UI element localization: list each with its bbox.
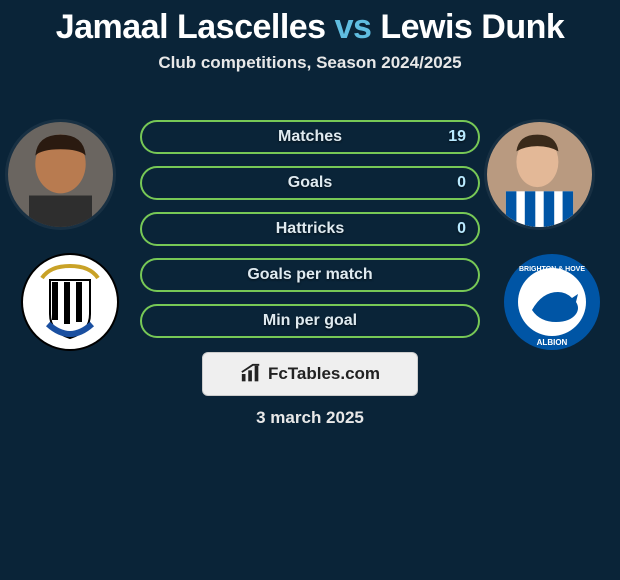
- stat-label: Goals: [142, 168, 478, 198]
- crest-right-svg: BRIGHTON & HOVE ALBION: [502, 252, 602, 352]
- player-b-name: Lewis Dunk: [380, 8, 564, 46]
- crest-left-svg: [20, 252, 120, 352]
- comparison-card: Jamaal Lascelles vs Lewis Dunk Club comp…: [0, 0, 620, 580]
- stat-label: Hattricks: [142, 214, 478, 244]
- page-title: Jamaal Lascelles vs Lewis Dunk: [0, 0, 620, 47]
- stat-right-value: 0: [457, 214, 466, 244]
- svg-text:BRIGHTON & HOVE: BRIGHTON & HOVE: [519, 266, 585, 273]
- player-b-avatar: [487, 122, 592, 227]
- stat-row: Hattricks 0: [140, 212, 480, 246]
- vs-separator: vs: [335, 8, 372, 46]
- player-a-avatar: [8, 122, 113, 227]
- stat-label: Matches: [142, 122, 478, 152]
- player-a-name: Jamaal Lascelles: [56, 8, 326, 46]
- club-b-crest: BRIGHTON & HOVE ALBION: [502, 252, 602, 352]
- stat-row: Goals 0: [140, 166, 480, 200]
- stat-right-value: 0: [457, 168, 466, 198]
- brand-badge: FcTables.com: [202, 352, 418, 396]
- stat-right-value: 19: [448, 122, 466, 152]
- footer-date: 3 march 2025: [0, 408, 620, 428]
- club-a-crest: [20, 252, 120, 352]
- stat-row: Matches 19: [140, 120, 480, 154]
- stat-label: Min per goal: [142, 306, 478, 336]
- stat-row: Min per goal: [140, 304, 480, 338]
- stats-column: Matches 19 Goals 0 Hattricks 0 Goals per…: [140, 120, 480, 350]
- svg-text:ALBION: ALBION: [537, 338, 568, 347]
- avatar-right-svg: [487, 122, 592, 227]
- subtitle: Club competitions, Season 2024/2025: [0, 53, 620, 73]
- stat-label: Goals per match: [142, 260, 478, 290]
- brand-text: FcTables.com: [268, 364, 380, 384]
- stat-row: Goals per match: [140, 258, 480, 292]
- avatar-left-svg: [8, 122, 113, 227]
- bar-chart-icon: [240, 363, 262, 385]
